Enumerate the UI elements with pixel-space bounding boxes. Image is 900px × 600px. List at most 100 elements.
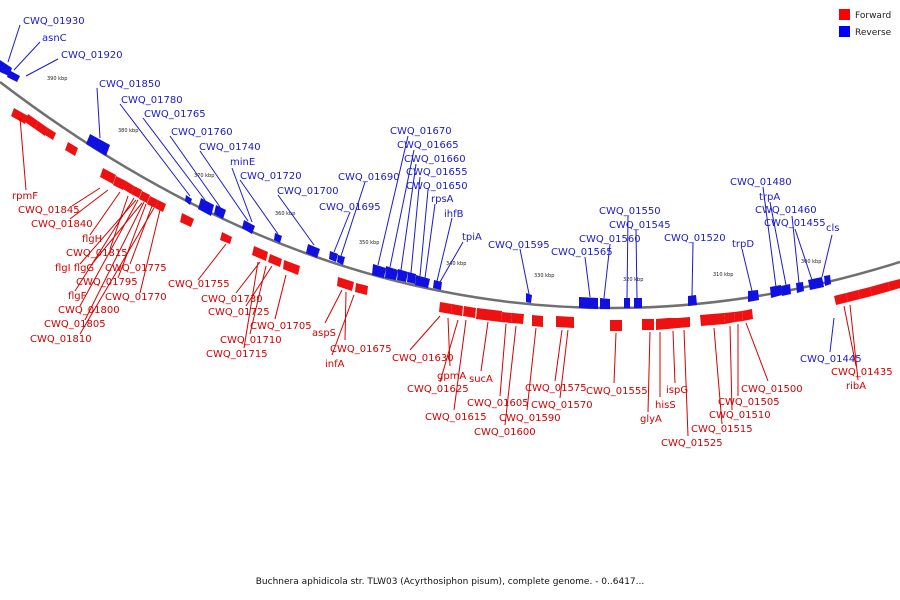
forward-gene[interactable] <box>131 186 142 198</box>
forward-gene[interactable] <box>656 318 668 330</box>
forward-gene[interactable] <box>113 176 126 190</box>
gene-label[interactable]: CWQ_01515 <box>691 424 753 435</box>
gene-label[interactable]: CWQ_01850 <box>99 79 161 90</box>
reverse-gene[interactable] <box>337 255 345 265</box>
reverse-gene[interactable] <box>808 277 824 290</box>
forward-gene[interactable] <box>439 302 452 314</box>
gene-label[interactable]: minE <box>230 157 255 168</box>
gene-label[interactable]: hisS <box>655 400 676 411</box>
forward-gene[interactable] <box>888 279 900 291</box>
forward-gene[interactable] <box>501 312 512 323</box>
reverse-gene[interactable] <box>634 298 642 308</box>
reverse-gene[interactable] <box>579 297 598 309</box>
gene-label[interactable]: CWQ_01615 <box>425 412 487 423</box>
gene-label[interactable]: CWQ_01730 <box>201 294 263 305</box>
gene-label[interactable]: CWQ_01435 <box>831 367 893 378</box>
gene-label[interactable]: CWQ_01815 <box>66 248 128 259</box>
gene-label[interactable]: CWQ_01500 <box>741 384 803 395</box>
gene-label[interactable]: CWQ_01765 <box>144 109 206 120</box>
forward-gene[interactable] <box>100 168 116 184</box>
forward-gene[interactable] <box>252 246 268 261</box>
gene-label[interactable]: CWQ_01625 <box>407 384 469 395</box>
forward-gene[interactable] <box>846 290 860 302</box>
gene-label[interactable]: cls <box>826 223 840 234</box>
gene-label[interactable]: CWQ_01755 <box>168 279 230 290</box>
gene-label[interactable]: CWQ_01605 <box>467 398 529 409</box>
gene-label[interactable]: CWQ_01715 <box>206 349 268 360</box>
forward-gene[interactable] <box>678 317 690 328</box>
gene-label[interactable]: ihfB <box>444 209 464 220</box>
gene-label[interactable]: CWQ_01550 <box>599 206 661 217</box>
gene-label[interactable]: CWQ_01775 <box>105 263 167 274</box>
gene-label[interactable]: trpA <box>759 192 780 203</box>
forward-gene[interactable] <box>451 304 463 316</box>
forward-gene[interactable] <box>556 316 574 328</box>
reverse-gene[interactable] <box>7 70 20 82</box>
reverse-gene[interactable] <box>86 134 110 156</box>
forward-gene[interactable] <box>123 181 134 194</box>
reverse-gene[interactable] <box>185 195 192 205</box>
gene-label[interactable]: flgF <box>68 291 87 302</box>
gene-label[interactable]: trpD <box>732 239 754 250</box>
forward-gene[interactable] <box>476 308 502 322</box>
forward-gene[interactable] <box>283 260 300 275</box>
gene-label[interactable]: CWQ_01590 <box>499 413 561 424</box>
forward-gene[interactable] <box>870 282 890 296</box>
gene-label[interactable]: flgH <box>82 234 102 245</box>
gene-label[interactable]: CWQ_01705 <box>250 321 312 332</box>
gene-label[interactable]: CWQ_01570 <box>531 400 593 411</box>
forward-gene[interactable] <box>11 108 28 124</box>
forward-gene[interactable] <box>147 196 158 208</box>
forward-gene[interactable] <box>180 213 194 227</box>
gene-label[interactable]: CWQ_01595 <box>488 240 550 251</box>
gene-label[interactable]: CWQ_01575 <box>525 383 587 394</box>
gene-label[interactable]: CWQ_01810 <box>30 334 92 345</box>
forward-gene[interactable] <box>25 114 38 129</box>
gene-label[interactable]: CWQ_01800 <box>58 305 120 316</box>
forward-gene[interactable] <box>355 283 368 295</box>
gene-label[interactable]: CWQ_01510 <box>709 410 771 421</box>
gene-label[interactable]: CWQ_01795 <box>76 277 138 288</box>
reverse-gene[interactable] <box>407 272 416 284</box>
forward-gene[interactable] <box>668 318 678 329</box>
gene-label[interactable]: CWQ_01690 <box>338 172 400 183</box>
reverse-gene[interactable] <box>600 298 610 309</box>
reverse-gene[interactable] <box>433 280 442 290</box>
gene-label[interactable]: aspS <box>312 328 336 339</box>
reverse-gene[interactable] <box>796 282 804 293</box>
gene-label[interactable]: flgI flgG <box>55 263 94 274</box>
gene-label[interactable]: CWQ_01600 <box>474 427 536 438</box>
reverse-gene[interactable] <box>329 251 338 262</box>
gene-label[interactable]: CWQ_01445 <box>800 354 862 365</box>
forward-gene[interactable] <box>532 315 543 327</box>
gene-label[interactable]: CWQ_01630 <box>392 353 454 364</box>
reverse-gene[interactable] <box>274 233 282 243</box>
forward-gene[interactable] <box>642 319 654 330</box>
gene-label[interactable]: CWQ_01545 <box>609 220 671 231</box>
forward-gene[interactable] <box>155 200 166 212</box>
gene-label[interactable]: sucA <box>469 374 493 385</box>
forward-gene[interactable] <box>35 121 48 136</box>
gene-label[interactable]: CWQ_01920 <box>61 50 123 61</box>
forward-gene[interactable] <box>858 287 872 299</box>
forward-gene[interactable] <box>742 309 753 321</box>
reverse-gene[interactable] <box>781 284 791 296</box>
forward-gene[interactable] <box>834 293 848 305</box>
forward-gene[interactable] <box>511 313 524 324</box>
gene-label[interactable]: CWQ_01660 <box>404 154 466 165</box>
reverse-gene[interactable] <box>214 205 226 219</box>
gene-label[interactable]: CWQ_01675 <box>330 344 392 355</box>
gene-label[interactable]: glyA <box>640 414 662 425</box>
forward-gene[interactable] <box>734 311 743 322</box>
gene-label[interactable]: tpiA <box>462 232 482 243</box>
forward-gene[interactable] <box>220 232 232 244</box>
forward-gene[interactable] <box>610 320 622 331</box>
forward-gene[interactable] <box>700 313 725 326</box>
reverse-gene[interactable] <box>385 266 398 280</box>
gene-label[interactable]: CWQ_01455 <box>764 218 826 229</box>
gene-label[interactable]: CWQ_01805 <box>44 319 106 330</box>
gene-label[interactable]: CWQ_01480 <box>730 177 792 188</box>
gene-label[interactable]: CWQ_01460 <box>755 205 817 216</box>
gene-label[interactable]: CWQ_01665 <box>397 140 459 151</box>
reverse-gene[interactable] <box>824 275 831 286</box>
